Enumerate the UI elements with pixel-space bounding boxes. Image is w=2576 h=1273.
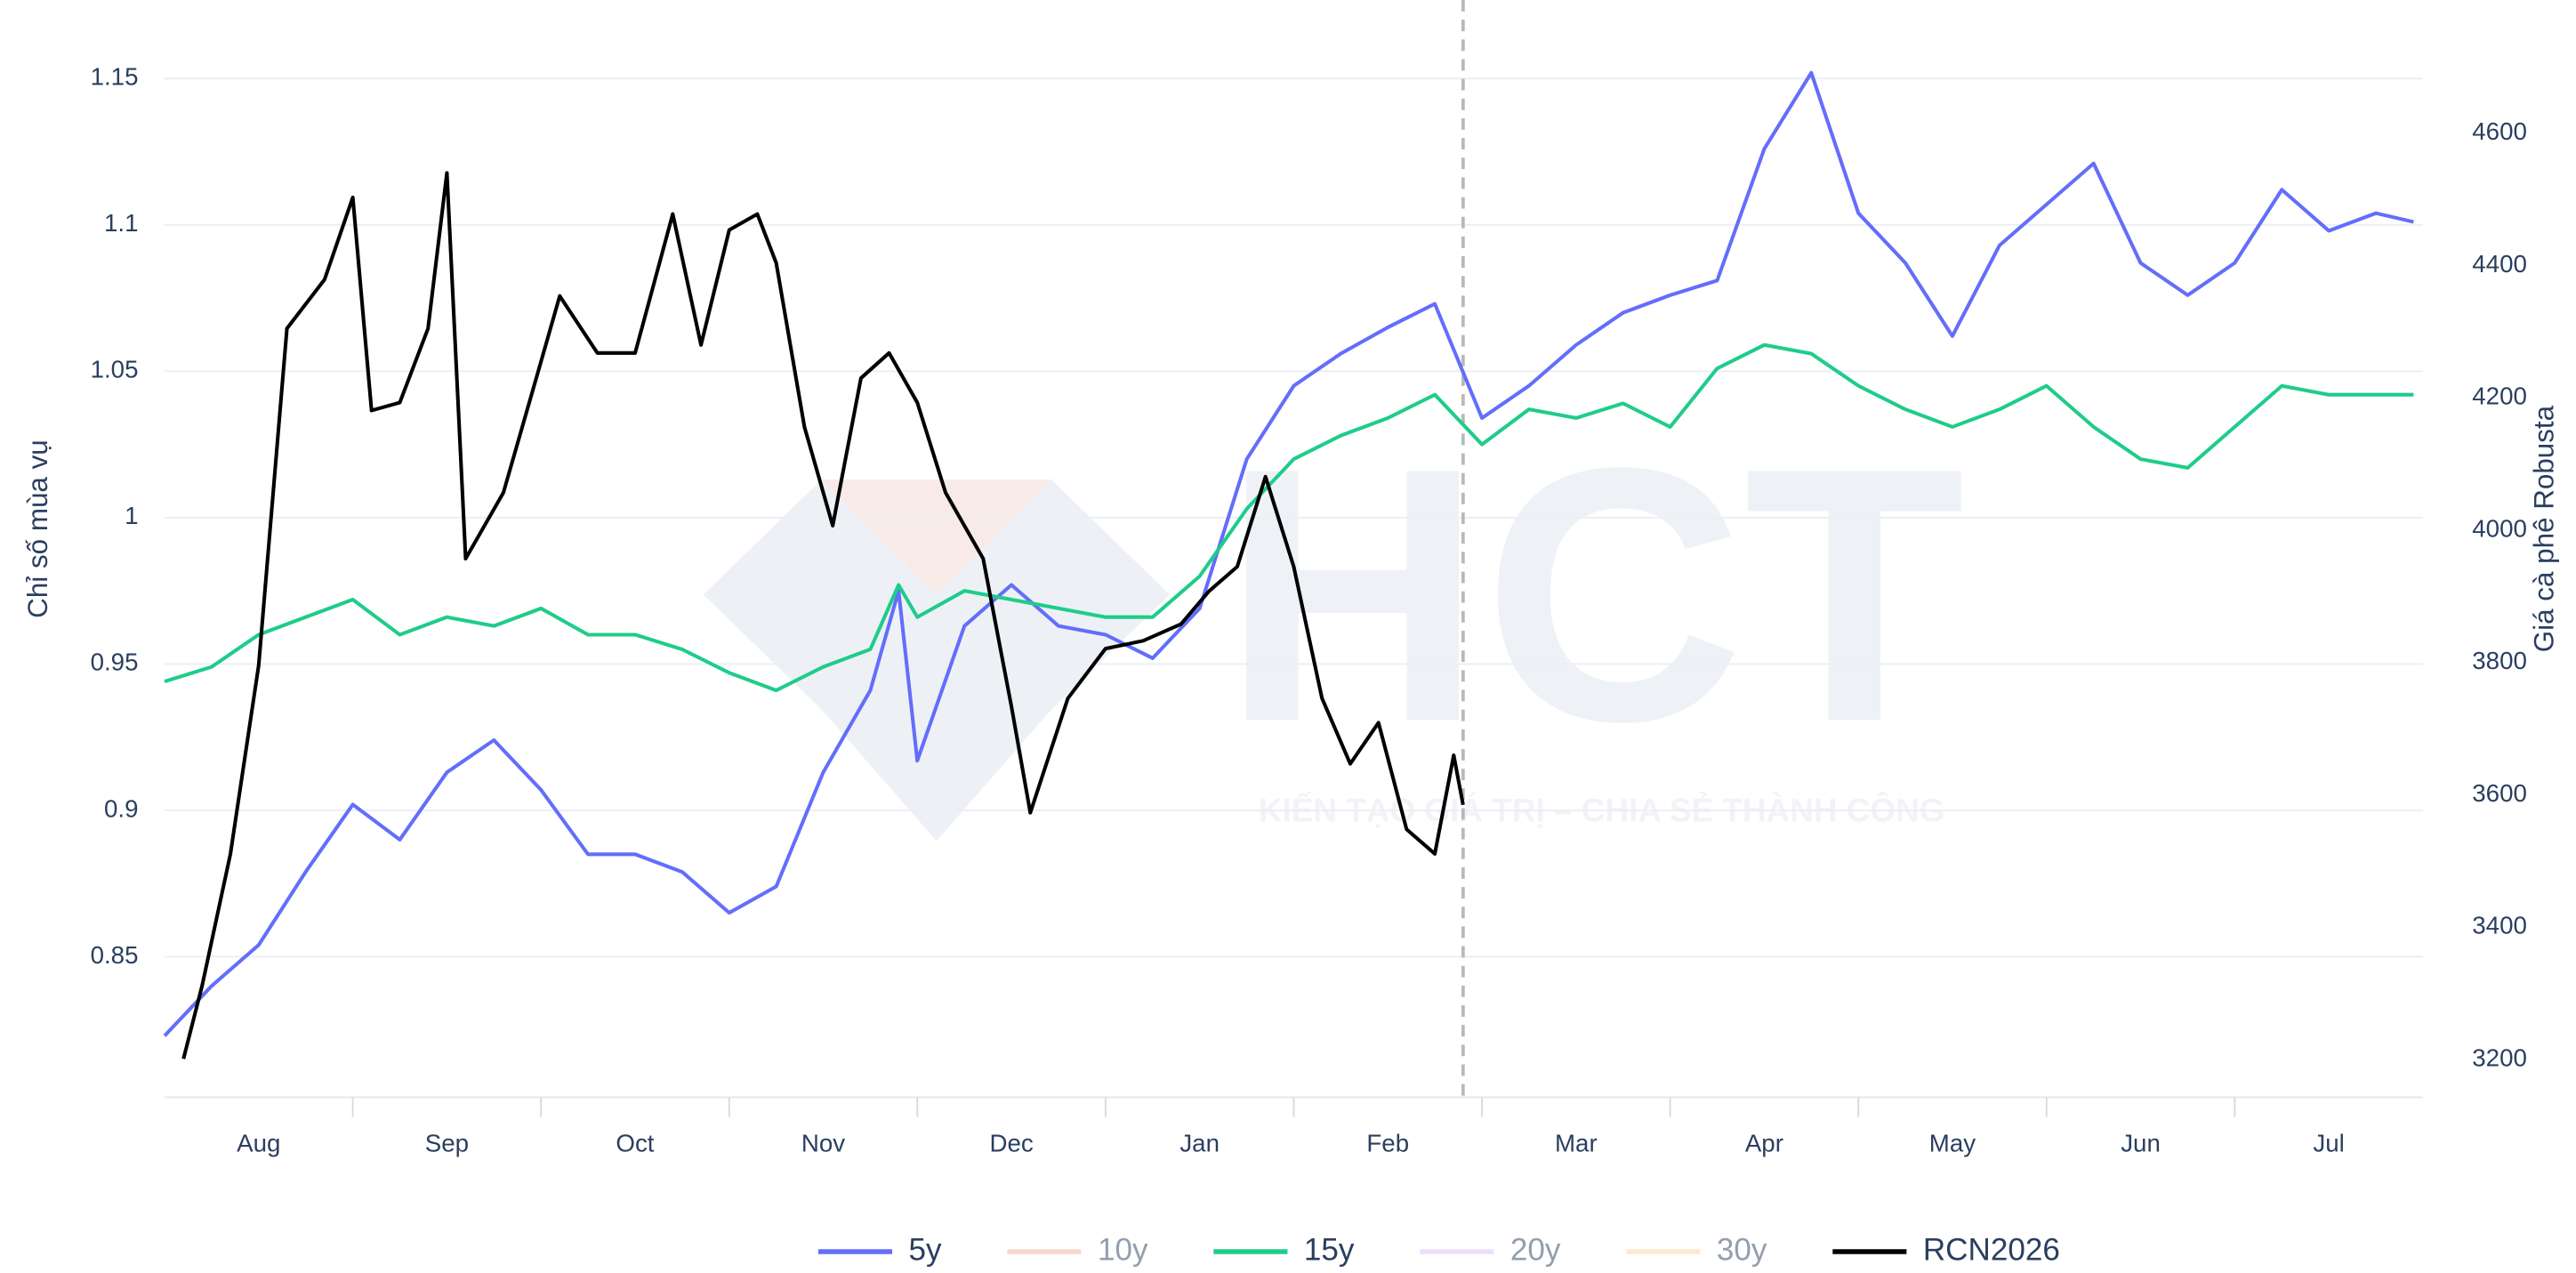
watermark-logo: HCT	[1222, 393, 1965, 797]
legend-label: 5y	[908, 1232, 942, 1267]
y2-tick-label: 3800	[2472, 647, 2527, 674]
x-tick-label: May	[1929, 1129, 1976, 1156]
legend-label: 10y	[1098, 1232, 1148, 1267]
x-tick-label: Jun	[2121, 1129, 2161, 1156]
y-tick-label: 1.05	[91, 356, 139, 383]
legend-item[interactable]: RCN2026	[1832, 1232, 2060, 1267]
grid	[165, 77, 2423, 958]
x-tick-label: Jul	[2313, 1129, 2344, 1156]
series-line	[181, 171, 1465, 1059]
x-tick-label: Sep	[425, 1129, 469, 1156]
x-tick-label: Aug	[237, 1129, 280, 1156]
y-tick-label: 0.95	[91, 649, 139, 676]
legend-label: 15y	[1304, 1232, 1355, 1267]
legend-item[interactable]: 15y	[1213, 1232, 1355, 1267]
y2-tick-label: 4600	[2472, 117, 2527, 145]
x-tick-label: Apr	[1745, 1129, 1783, 1156]
y2-tick-label: 4200	[2472, 383, 2527, 410]
legend-label: 20y	[1510, 1232, 1561, 1267]
legend-label: 30y	[1717, 1232, 1767, 1267]
x-tick-label: Dec	[989, 1129, 1033, 1156]
y2-tick-label: 4000	[2472, 514, 2527, 542]
x-tick-label: Feb	[1366, 1129, 1409, 1156]
y2-tick-label: 3400	[2472, 912, 2527, 939]
series-line	[164, 342, 2414, 693]
y2-tick-label: 4400	[2472, 250, 2527, 278]
y-tick-label: 1	[125, 502, 138, 529]
legend-item[interactable]: 5y	[817, 1232, 942, 1267]
y2-axis-title: Giá cà phê Robusta	[2529, 405, 2560, 652]
y-tick-label: 1.1	[104, 209, 138, 237]
y-tick-label: 0.9	[104, 794, 138, 822]
x-tick-label: Jan	[1179, 1129, 1220, 1156]
series-line	[163, 70, 2414, 1037]
watermark: HCT KIẾN TẠO GIÁ TRỊ – CHIA SẺ THÀNH CÔN…	[703, 393, 1965, 842]
x-tick-label: Nov	[801, 1129, 845, 1156]
y-tick-label: 1.15	[91, 63, 139, 91]
legend-label: RCN2026	[1923, 1232, 2060, 1267]
x-tick-label: Mar	[1555, 1129, 1598, 1156]
y2-tick-label: 3200	[2472, 1043, 2527, 1071]
y-tick-label: 0.85	[91, 941, 139, 969]
legend-item[interactable]: 10y	[1007, 1232, 1148, 1267]
x-tick-label: Oct	[616, 1129, 654, 1156]
y-axis-title: Chỉ số mùa vụ	[22, 439, 53, 618]
y2-tick-label: 3600	[2472, 779, 2527, 807]
legend: 5y 10y 15y 20y 30y RCN2026	[817, 1232, 2060, 1267]
legend-item[interactable]: 30y	[1626, 1232, 1767, 1267]
legend-item[interactable]: 20y	[1420, 1232, 1561, 1267]
